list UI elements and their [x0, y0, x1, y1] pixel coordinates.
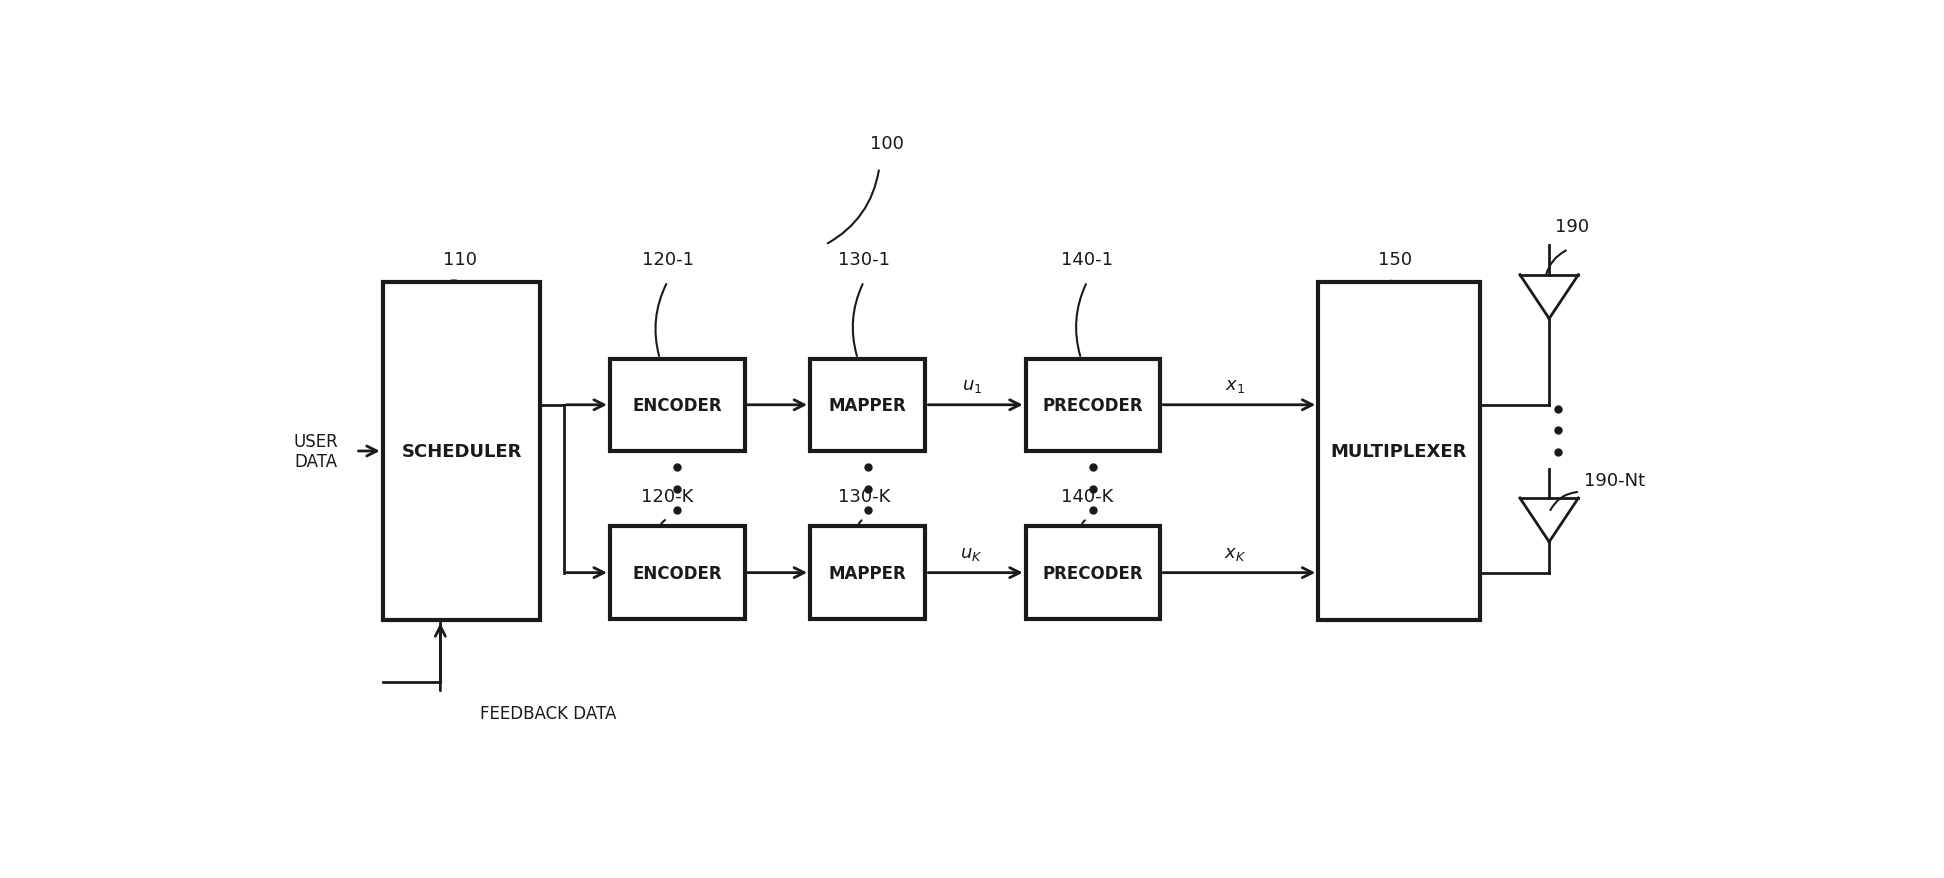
- Text: 110: 110: [443, 250, 476, 269]
- Text: FEEDBACK DATA: FEEDBACK DATA: [480, 704, 616, 722]
- Text: 190: 190: [1555, 218, 1590, 236]
- Text: PRECODER: PRECODER: [1042, 564, 1143, 582]
- Bar: [811, 359, 925, 451]
- Text: ENCODER: ENCODER: [632, 564, 721, 582]
- Text: MULTIPLEXER: MULTIPLEXER: [1332, 443, 1468, 460]
- Text: ENCODER: ENCODER: [632, 396, 721, 414]
- Bar: [610, 527, 745, 619]
- Text: 120-K: 120-K: [642, 487, 694, 506]
- Text: $x_1$: $x_1$: [1225, 377, 1246, 394]
- Text: 130-1: 130-1: [838, 250, 890, 269]
- Text: 150: 150: [1378, 250, 1411, 269]
- Text: 140-K: 140-K: [1061, 487, 1114, 506]
- Bar: [383, 282, 540, 621]
- Text: USER
DATA: USER DATA: [294, 432, 338, 471]
- Text: 100: 100: [871, 135, 904, 153]
- Text: $u_K$: $u_K$: [960, 544, 984, 562]
- Bar: [1318, 282, 1479, 621]
- Text: MAPPER: MAPPER: [828, 564, 906, 582]
- Text: 120-1: 120-1: [642, 250, 694, 269]
- Bar: [610, 359, 745, 451]
- Text: SCHEDULER: SCHEDULER: [400, 443, 521, 460]
- Text: 190-Nt: 190-Nt: [1584, 471, 1645, 490]
- Text: PRECODER: PRECODER: [1042, 396, 1143, 414]
- Bar: [811, 527, 925, 619]
- Text: $x_K$: $x_K$: [1225, 544, 1246, 562]
- Text: 130-K: 130-K: [838, 487, 890, 506]
- Bar: [1026, 359, 1161, 451]
- Bar: [1026, 527, 1161, 619]
- Text: 140-1: 140-1: [1061, 250, 1114, 269]
- Text: $u_1$: $u_1$: [962, 377, 982, 394]
- Text: MAPPER: MAPPER: [828, 396, 906, 414]
